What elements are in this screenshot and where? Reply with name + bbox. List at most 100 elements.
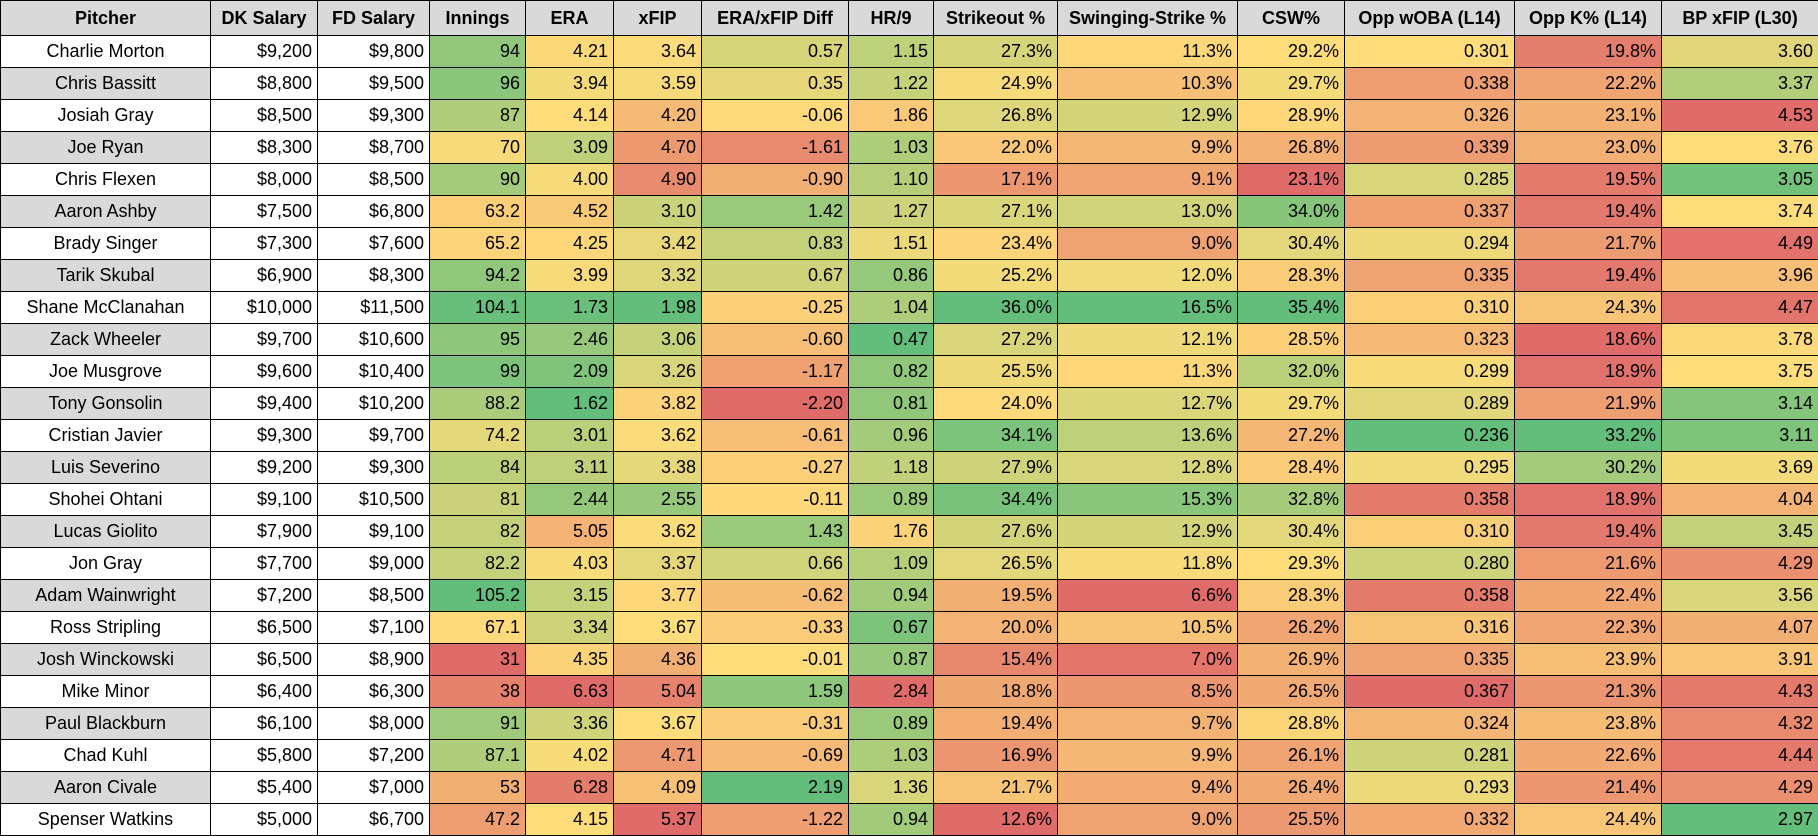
stat-cell[interactable]: 26.1%: [1238, 740, 1345, 772]
stat-cell[interactable]: 3.11: [1662, 420, 1818, 452]
stat-cell[interactable]: 31: [430, 644, 526, 676]
stat-cell[interactable]: 3.67: [614, 708, 702, 740]
stat-cell[interactable]: 19.4%: [1515, 196, 1662, 228]
stat-cell[interactable]: 96: [430, 68, 526, 100]
stat-cell[interactable]: -0.60: [702, 324, 849, 356]
stat-cell[interactable]: $9,100: [211, 484, 318, 516]
stat-cell[interactable]: 4.14: [526, 100, 614, 132]
stat-cell[interactable]: 6.63: [526, 676, 614, 708]
stat-cell[interactable]: 29.3%: [1238, 548, 1345, 580]
pitcher-name-cell[interactable]: Luis Severino: [1, 452, 211, 484]
stat-cell[interactable]: 53: [430, 772, 526, 804]
stat-cell[interactable]: 19.4%: [1515, 516, 1662, 548]
stat-cell[interactable]: 0.367: [1345, 676, 1515, 708]
stat-cell[interactable]: 0.326: [1345, 100, 1515, 132]
stat-cell[interactable]: 0.236: [1345, 420, 1515, 452]
stat-cell[interactable]: 70: [430, 132, 526, 164]
stat-cell[interactable]: -0.33: [702, 612, 849, 644]
stat-cell[interactable]: 0.289: [1345, 388, 1515, 420]
pitcher-name-cell[interactable]: Ross Stripling: [1, 612, 211, 644]
stat-cell[interactable]: 26.9%: [1238, 644, 1345, 676]
stat-cell[interactable]: 0.310: [1345, 292, 1515, 324]
stat-cell[interactable]: 21.3%: [1515, 676, 1662, 708]
column-header[interactable]: DK Salary: [211, 1, 318, 36]
stat-cell[interactable]: 0.338: [1345, 68, 1515, 100]
stat-cell[interactable]: 12.7%: [1058, 388, 1238, 420]
stat-cell[interactable]: 90: [430, 164, 526, 196]
stat-cell[interactable]: 27.6%: [934, 516, 1058, 548]
stat-cell[interactable]: $6,500: [211, 644, 318, 676]
stat-cell[interactable]: 4.35: [526, 644, 614, 676]
stat-cell[interactable]: 3.69: [1662, 452, 1818, 484]
stat-cell[interactable]: -0.90: [702, 164, 849, 196]
stat-cell[interactable]: 27.2%: [1238, 420, 1345, 452]
stat-cell[interactable]: 23.8%: [1515, 708, 1662, 740]
stat-cell[interactable]: 47.2: [430, 804, 526, 836]
stat-cell[interactable]: 0.293: [1345, 772, 1515, 804]
stat-cell[interactable]: $5,800: [211, 740, 318, 772]
stat-cell[interactable]: -0.11: [702, 484, 849, 516]
stat-cell[interactable]: 3.32: [614, 260, 702, 292]
stat-cell[interactable]: 1.15: [849, 36, 934, 68]
stat-cell[interactable]: 22.3%: [1515, 612, 1662, 644]
stat-cell[interactable]: -0.27: [702, 452, 849, 484]
stat-cell[interactable]: 81: [430, 484, 526, 516]
stat-cell[interactable]: $9,200: [211, 36, 318, 68]
stat-cell[interactable]: 5.05: [526, 516, 614, 548]
stat-cell[interactable]: $9,300: [318, 452, 430, 484]
stat-cell[interactable]: 23.9%: [1515, 644, 1662, 676]
stat-cell[interactable]: 0.83: [702, 228, 849, 260]
stat-cell[interactable]: 84: [430, 452, 526, 484]
stat-cell[interactable]: 26.8%: [934, 100, 1058, 132]
stat-cell[interactable]: 1.86: [849, 100, 934, 132]
stat-cell[interactable]: 36.0%: [934, 292, 1058, 324]
pitcher-name-cell[interactable]: Cristian Javier: [1, 420, 211, 452]
stat-cell[interactable]: $7,200: [318, 740, 430, 772]
stat-cell[interactable]: 67.1: [430, 612, 526, 644]
stat-cell[interactable]: 12.1%: [1058, 324, 1238, 356]
stat-cell[interactable]: $10,000: [211, 292, 318, 324]
stat-cell[interactable]: 4.36: [614, 644, 702, 676]
stat-cell[interactable]: 0.94: [849, 580, 934, 612]
stat-cell[interactable]: 2.97: [1662, 804, 1818, 836]
stat-cell[interactable]: -0.31: [702, 708, 849, 740]
stat-cell[interactable]: 4.09: [614, 772, 702, 804]
stat-cell[interactable]: 88.2: [430, 388, 526, 420]
stat-cell[interactable]: 99: [430, 356, 526, 388]
stat-cell[interactable]: 16.5%: [1058, 292, 1238, 324]
stat-cell[interactable]: 23.4%: [934, 228, 1058, 260]
stat-cell[interactable]: 3.37: [614, 548, 702, 580]
stat-cell[interactable]: 27.9%: [934, 452, 1058, 484]
stat-cell[interactable]: $6,900: [211, 260, 318, 292]
stat-cell[interactable]: 26.2%: [1238, 612, 1345, 644]
stat-cell[interactable]: 9.0%: [1058, 804, 1238, 836]
stat-cell[interactable]: 2.46: [526, 324, 614, 356]
stat-cell[interactable]: 4.00: [526, 164, 614, 196]
stat-cell[interactable]: 4.70: [614, 132, 702, 164]
stat-cell[interactable]: 9.7%: [1058, 708, 1238, 740]
stat-cell[interactable]: 32.8%: [1238, 484, 1345, 516]
stat-cell[interactable]: $5,000: [211, 804, 318, 836]
stat-cell[interactable]: 0.358: [1345, 484, 1515, 516]
stat-cell[interactable]: 11.3%: [1058, 356, 1238, 388]
stat-cell[interactable]: 4.32: [1662, 708, 1818, 740]
stat-cell[interactable]: 16.9%: [934, 740, 1058, 772]
stat-cell[interactable]: 3.76: [1662, 132, 1818, 164]
stat-cell[interactable]: $7,200: [211, 580, 318, 612]
stat-cell[interactable]: 30.2%: [1515, 452, 1662, 484]
stat-cell[interactable]: 17.1%: [934, 164, 1058, 196]
stat-cell[interactable]: 0.339: [1345, 132, 1515, 164]
stat-cell[interactable]: 24.4%: [1515, 804, 1662, 836]
stat-cell[interactable]: 19.5%: [934, 580, 1058, 612]
stat-cell[interactable]: 29.2%: [1238, 36, 1345, 68]
stat-cell[interactable]: 1.98: [614, 292, 702, 324]
stat-cell[interactable]: 1.73: [526, 292, 614, 324]
stat-cell[interactable]: $9,700: [318, 420, 430, 452]
stat-cell[interactable]: 5.37: [614, 804, 702, 836]
stat-cell[interactable]: 4.52: [526, 196, 614, 228]
pitcher-name-cell[interactable]: Lucas Giolito: [1, 516, 211, 548]
stat-cell[interactable]: $6,500: [211, 612, 318, 644]
stat-cell[interactable]: $7,500: [211, 196, 318, 228]
stat-cell[interactable]: 30.4%: [1238, 516, 1345, 548]
stat-cell[interactable]: 1.51: [849, 228, 934, 260]
